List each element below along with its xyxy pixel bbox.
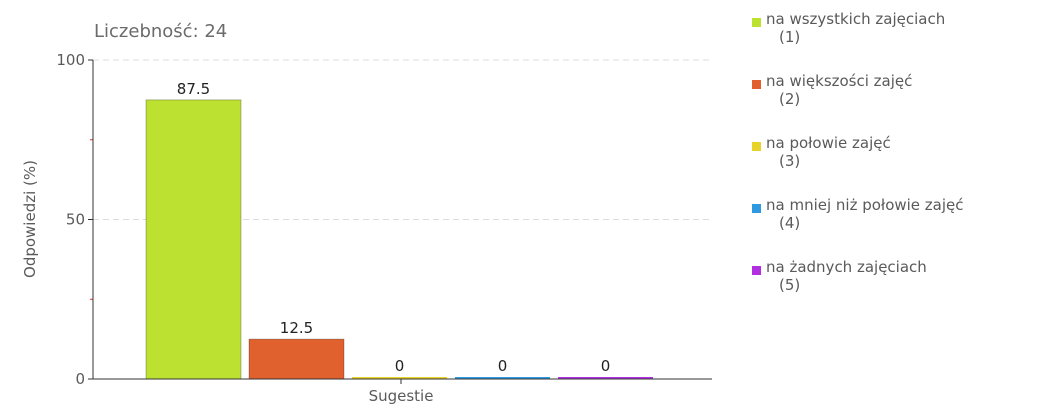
- legend-swatch: [752, 204, 761, 213]
- bar-value-labels: 87.5 12.5 0 0 0: [177, 80, 610, 375]
- legend-code: (2): [779, 90, 801, 108]
- legend-item[interactable]: na wszystkich zajęciach (1): [752, 10, 1052, 72]
- legend-label: na połowie zajęć: [766, 134, 891, 152]
- legend: na wszystkich zajęciach (1) na większośc…: [752, 10, 1052, 320]
- bar-value-label: 0: [498, 357, 508, 375]
- legend-item[interactable]: na mniej niż połowie zajęć (4): [752, 196, 1052, 258]
- legend-item[interactable]: na żadnych zajęciach (5): [752, 258, 1052, 320]
- legend-label: na większości zajęć: [766, 72, 913, 90]
- legend-swatch: [752, 266, 761, 275]
- bar-value-label: 0: [601, 357, 611, 375]
- bar[interactable]: [248, 338, 345, 380]
- legend-code: (1): [779, 28, 801, 46]
- bar[interactable]: [455, 377, 550, 379]
- legend-item[interactable]: na połowie zajęć (3): [752, 134, 1052, 196]
- legend-swatch: [752, 18, 761, 27]
- bars: [145, 99, 653, 380]
- bar[interactable]: [352, 377, 447, 379]
- chart-title: Liczebność: 24: [94, 21, 227, 42]
- bar[interactable]: [558, 377, 653, 379]
- legend-label: na wszystkich zajęciach: [766, 10, 946, 28]
- legend-label: na mniej niż połowie zajęć: [766, 196, 964, 214]
- y-tick-label: 50: [66, 211, 85, 229]
- bar-value-label: 0: [395, 357, 405, 375]
- legend-code: (4): [779, 214, 801, 232]
- y-tick-label: 100: [56, 51, 85, 69]
- legend-swatch: [752, 80, 761, 89]
- y-axis-ticks: 0 50 100: [56, 51, 93, 388]
- legend-item[interactable]: na większości zajęć (2): [752, 72, 1052, 134]
- bar-chart: Liczebność: 24 Odpowiedzi (%) Sugestie 0…: [21, 21, 712, 405]
- legend-code: (5): [779, 276, 801, 294]
- y-axis-label: Odpowiedzi (%): [21, 160, 39, 278]
- legend-label: na żadnych zajęciach: [766, 258, 927, 276]
- bar-value-label: 12.5: [280, 319, 313, 337]
- bar-value-label: 87.5: [177, 80, 210, 98]
- bar[interactable]: [145, 99, 242, 380]
- legend-code: (3): [779, 152, 801, 170]
- y-tick-label: 0: [75, 370, 85, 388]
- x-axis-label: Sugestie: [369, 387, 434, 405]
- legend-swatch: [752, 142, 761, 151]
